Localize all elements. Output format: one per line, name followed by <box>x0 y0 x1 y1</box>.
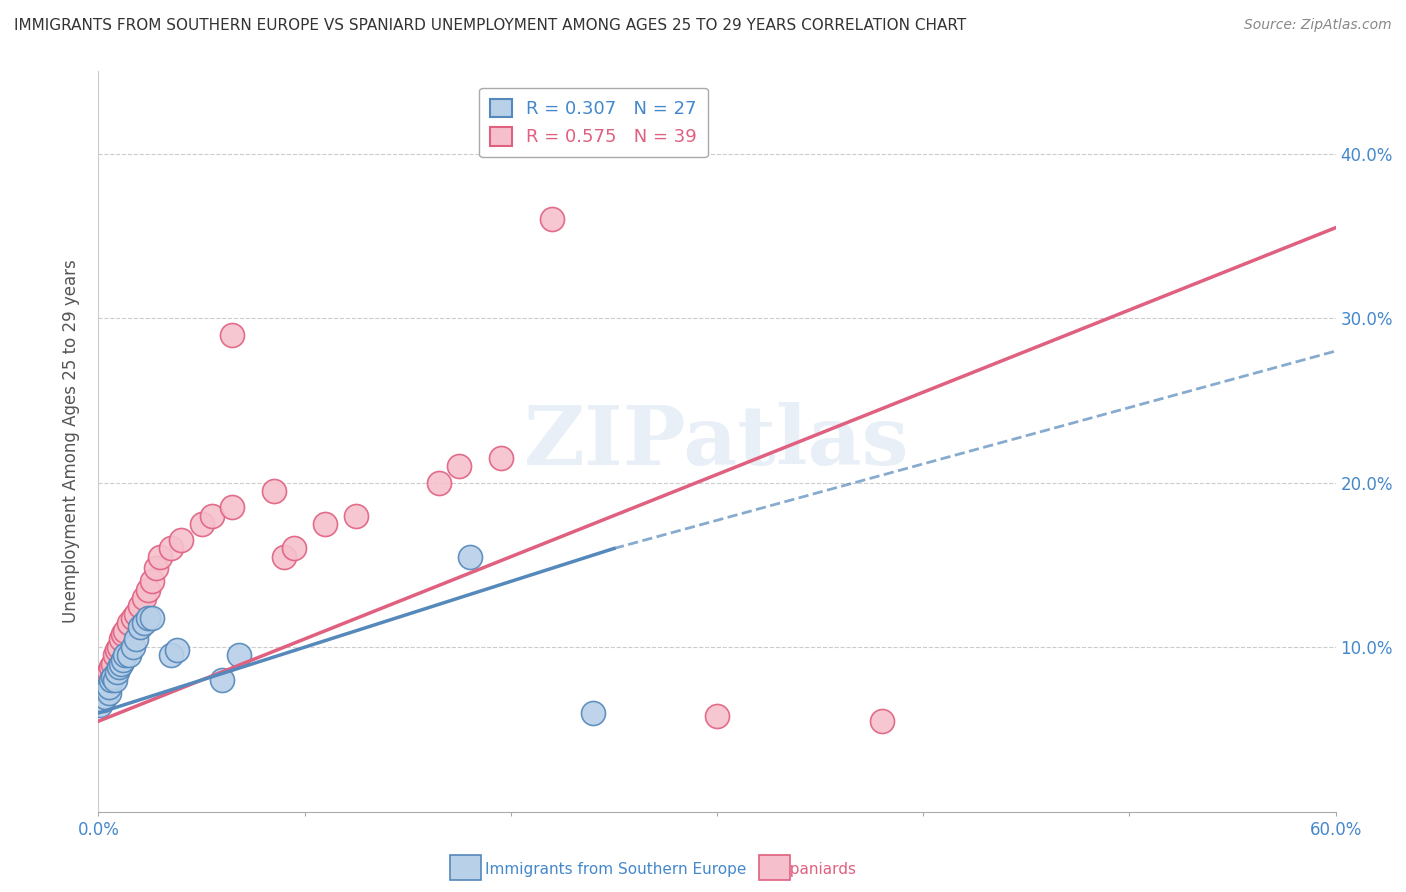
Text: Spaniards: Spaniards <box>780 863 856 877</box>
Text: ZIPatlas: ZIPatlas <box>524 401 910 482</box>
Point <box>112 627 135 641</box>
Point <box>228 648 250 663</box>
Legend: R = 0.307   N = 27, R = 0.575   N = 39: R = 0.307 N = 27, R = 0.575 N = 39 <box>479 87 707 157</box>
Point <box>124 607 146 622</box>
Point <box>136 610 159 624</box>
Point <box>118 648 141 663</box>
Point <box>97 665 120 679</box>
Point <box>870 714 893 729</box>
Point <box>122 640 145 655</box>
Point <box>170 533 193 548</box>
Point <box>263 483 285 498</box>
Point <box>93 690 115 704</box>
Point <box>211 673 233 687</box>
Point <box>101 670 124 684</box>
Point <box>136 582 159 597</box>
Point <box>190 516 212 531</box>
Point <box>128 599 150 613</box>
Point <box>132 615 155 630</box>
Point <box>221 500 243 515</box>
Point <box>141 610 163 624</box>
Point <box>101 657 124 671</box>
Point <box>145 561 167 575</box>
Point <box>314 516 336 531</box>
Point <box>283 541 305 556</box>
Point <box>132 591 155 605</box>
Point <box>458 549 481 564</box>
Point <box>108 640 131 655</box>
Point <box>97 680 120 694</box>
Point <box>149 549 172 564</box>
Point <box>96 670 118 684</box>
Point <box>105 643 128 657</box>
Point <box>221 327 243 342</box>
Point <box>201 508 224 523</box>
Point <box>449 459 471 474</box>
Point <box>141 574 163 589</box>
Point <box>93 673 115 687</box>
Point <box>100 673 122 687</box>
Point <box>97 686 120 700</box>
Point <box>706 709 728 723</box>
Point <box>122 610 145 624</box>
Point <box>166 643 188 657</box>
Y-axis label: Unemployment Among Ages 25 to 29 years: Unemployment Among Ages 25 to 29 years <box>62 260 80 624</box>
Point <box>110 632 132 646</box>
Point <box>273 549 295 564</box>
Point <box>110 657 132 671</box>
Point <box>582 706 605 720</box>
Text: IMMIGRANTS FROM SOUTHERN EUROPE VS SPANIARD UNEMPLOYMENT AMONG AGES 25 TO 29 YEA: IMMIGRANTS FROM SOUTHERN EUROPE VS SPANI… <box>14 18 966 33</box>
Point <box>427 475 450 490</box>
Point <box>91 681 114 696</box>
Point <box>91 693 114 707</box>
Point <box>114 624 136 638</box>
Point <box>105 665 128 679</box>
Point <box>114 648 136 663</box>
Point <box>89 698 111 712</box>
Point <box>128 620 150 634</box>
Point <box>118 615 141 630</box>
Point <box>541 212 564 227</box>
Point <box>159 648 181 663</box>
Text: Immigrants from Southern Europe: Immigrants from Southern Europe <box>485 863 747 877</box>
Point <box>344 508 367 523</box>
Point <box>489 450 512 465</box>
Point <box>108 660 131 674</box>
Point <box>159 541 181 556</box>
Point <box>104 673 127 687</box>
Point <box>124 632 146 646</box>
Point <box>112 653 135 667</box>
Point <box>100 660 122 674</box>
Point <box>96 681 118 696</box>
Point <box>104 648 127 663</box>
Text: Source: ZipAtlas.com: Source: ZipAtlas.com <box>1244 18 1392 32</box>
Point <box>89 690 111 704</box>
